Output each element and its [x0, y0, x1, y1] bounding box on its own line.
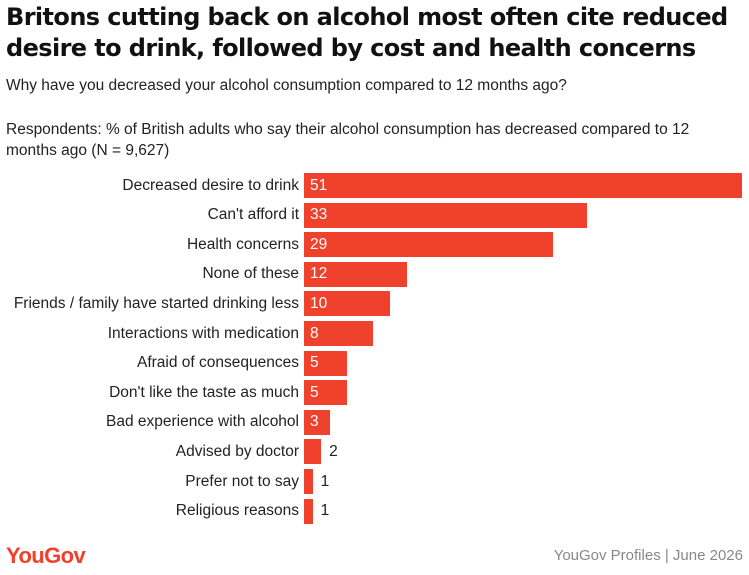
data-label: 10	[310, 294, 328, 312]
bar	[304, 469, 313, 494]
category-label: Afraid of consequences	[137, 354, 299, 372]
data-label: 3	[310, 413, 319, 431]
respondents-note: Respondents: % of British adults who say…	[6, 121, 690, 159]
bar	[304, 321, 373, 346]
data-label: 1	[320, 502, 330, 520]
category-label: None of these	[202, 265, 299, 283]
category-label: Bad experience with alcohol	[105, 413, 299, 431]
data-label: 8	[310, 324, 319, 342]
category-label: Don't like the taste as much	[109, 383, 299, 401]
data-label: 1	[320, 472, 330, 490]
category-label: Interactions with medication	[107, 324, 299, 342]
bar-chart: Decreased desire to drink 51 Can't afford …	[0, 168, 749, 528]
bar	[304, 173, 742, 198]
chart-title: Britons cutting back on alcohol most oft…	[6, 2, 746, 64]
category-label: Advised by doctor	[175, 442, 299, 460]
chart-subtitle: Why have you decreased your alcohol cons…	[6, 77, 567, 94]
bar	[304, 409, 330, 435]
bar	[304, 439, 322, 465]
data-label: 5	[310, 354, 319, 372]
data-label: 2	[329, 442, 338, 460]
bar	[304, 261, 408, 287]
chart-title-line-1: Britons cutting back on alcohol most oft…	[6, 3, 728, 31]
bar	[304, 380, 347, 406]
data-label: 29	[310, 235, 328, 253]
category-label: Friends / family have started drinking l…	[13, 294, 299, 312]
data-label: 33	[310, 206, 328, 224]
yougov-logo[interactable]: YouGov	[6, 543, 86, 568]
category-label: Health concerns	[186, 235, 299, 253]
category-label: Decreased desire to drink	[122, 176, 299, 194]
category-label: Can't afford it	[207, 206, 299, 224]
bar	[304, 202, 588, 228]
data-label: 5	[310, 383, 319, 401]
chart-title-line-2: desire to drink, followed by cost and he…	[6, 34, 696, 62]
bar	[304, 498, 313, 524]
bar	[304, 232, 554, 258]
category-label: Religious reasons	[175, 502, 299, 520]
category-label: Prefer not to say	[185, 472, 299, 490]
data-label: 12	[310, 265, 328, 283]
bar	[304, 350, 347, 376]
data-label: 51	[310, 176, 328, 194]
bar	[304, 291, 390, 317]
source-footer: YouGov Profiles | June 2026	[553, 547, 743, 564]
